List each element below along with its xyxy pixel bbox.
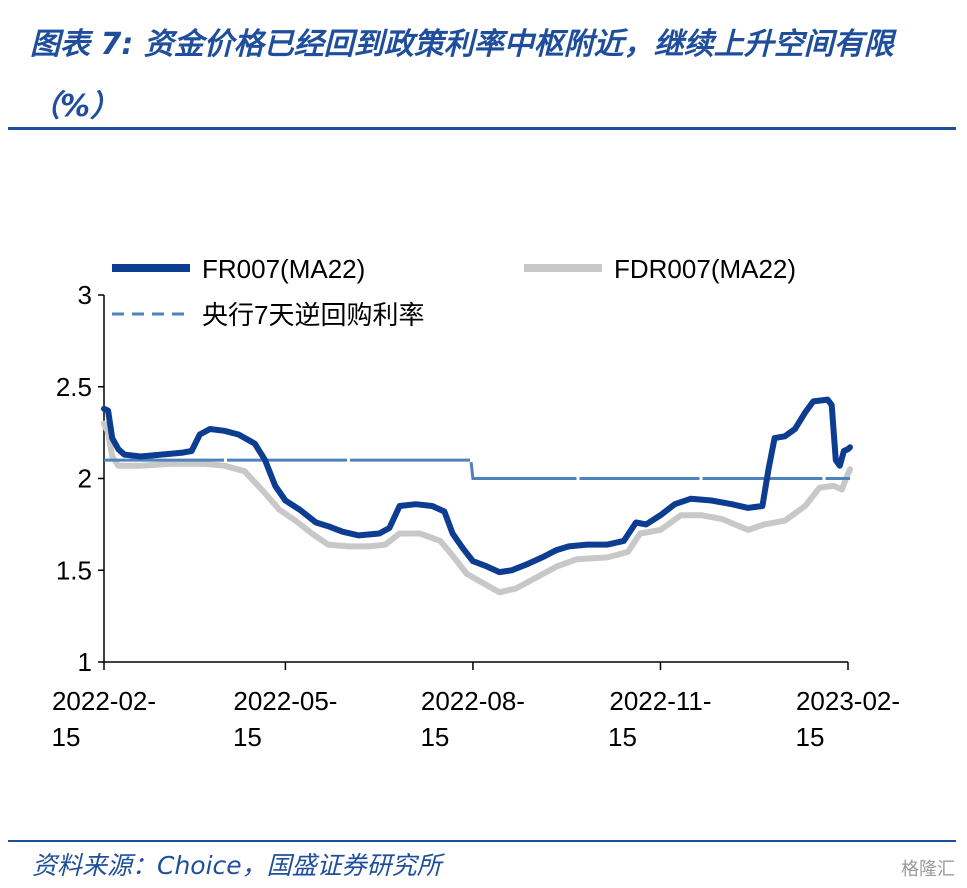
legend: FR007(MA22) FDR007(MA22) 央行7天逆回购利率 bbox=[112, 254, 796, 330]
x-tick-label-day: 15 bbox=[420, 722, 449, 752]
chart-title: 图表 7: 资金价格已经回到政策利率中枢附近，继续上升空间有限（%） bbox=[30, 27, 894, 124]
x-tick-label-day: 15 bbox=[52, 722, 81, 752]
x-tick-label: 2022-08- bbox=[421, 686, 525, 716]
legend-label-fdr007: FDR007(MA22) bbox=[614, 254, 796, 284]
title-rule bbox=[8, 127, 956, 130]
y-tick-label: 1.5 bbox=[56, 555, 92, 585]
series-line-policy-rate bbox=[104, 458, 850, 480]
x-tick-label-day: 15 bbox=[233, 722, 262, 752]
legend-label-fr007: FR007(MA22) bbox=[202, 254, 365, 284]
y-tick-label: 1 bbox=[78, 647, 92, 677]
y-tick-label: 2 bbox=[78, 464, 92, 494]
footer-rule bbox=[8, 840, 956, 842]
x-tick-label-day: 15 bbox=[608, 722, 637, 752]
source-note: 资料来源：Choice，国盛证券研究所 bbox=[32, 851, 442, 880]
x-tick-label: 2022-02- bbox=[52, 686, 156, 716]
series-group bbox=[101, 396, 853, 596]
series-line-fr007 bbox=[101, 396, 853, 576]
x-tick-label-day: 15 bbox=[796, 722, 825, 752]
legend-label-policy-rate: 央行7天逆回购利率 bbox=[202, 300, 424, 330]
axes: 1 1.5 2 2.5 3 2022-02- 15 2022-05- 15 2022-08- 15 2… bbox=[52, 280, 901, 752]
series-line-fdr007 bbox=[101, 420, 853, 596]
y-tick-label: 2.5 bbox=[56, 372, 92, 402]
y-tick-label: 3 bbox=[78, 280, 92, 310]
watermark: 格隆汇 bbox=[901, 859, 955, 880]
x-tick-label: 2022-11- bbox=[609, 686, 711, 716]
x-tick-label: 2023-02- bbox=[796, 686, 900, 716]
x-tick-label: 2022-05- bbox=[233, 686, 337, 716]
